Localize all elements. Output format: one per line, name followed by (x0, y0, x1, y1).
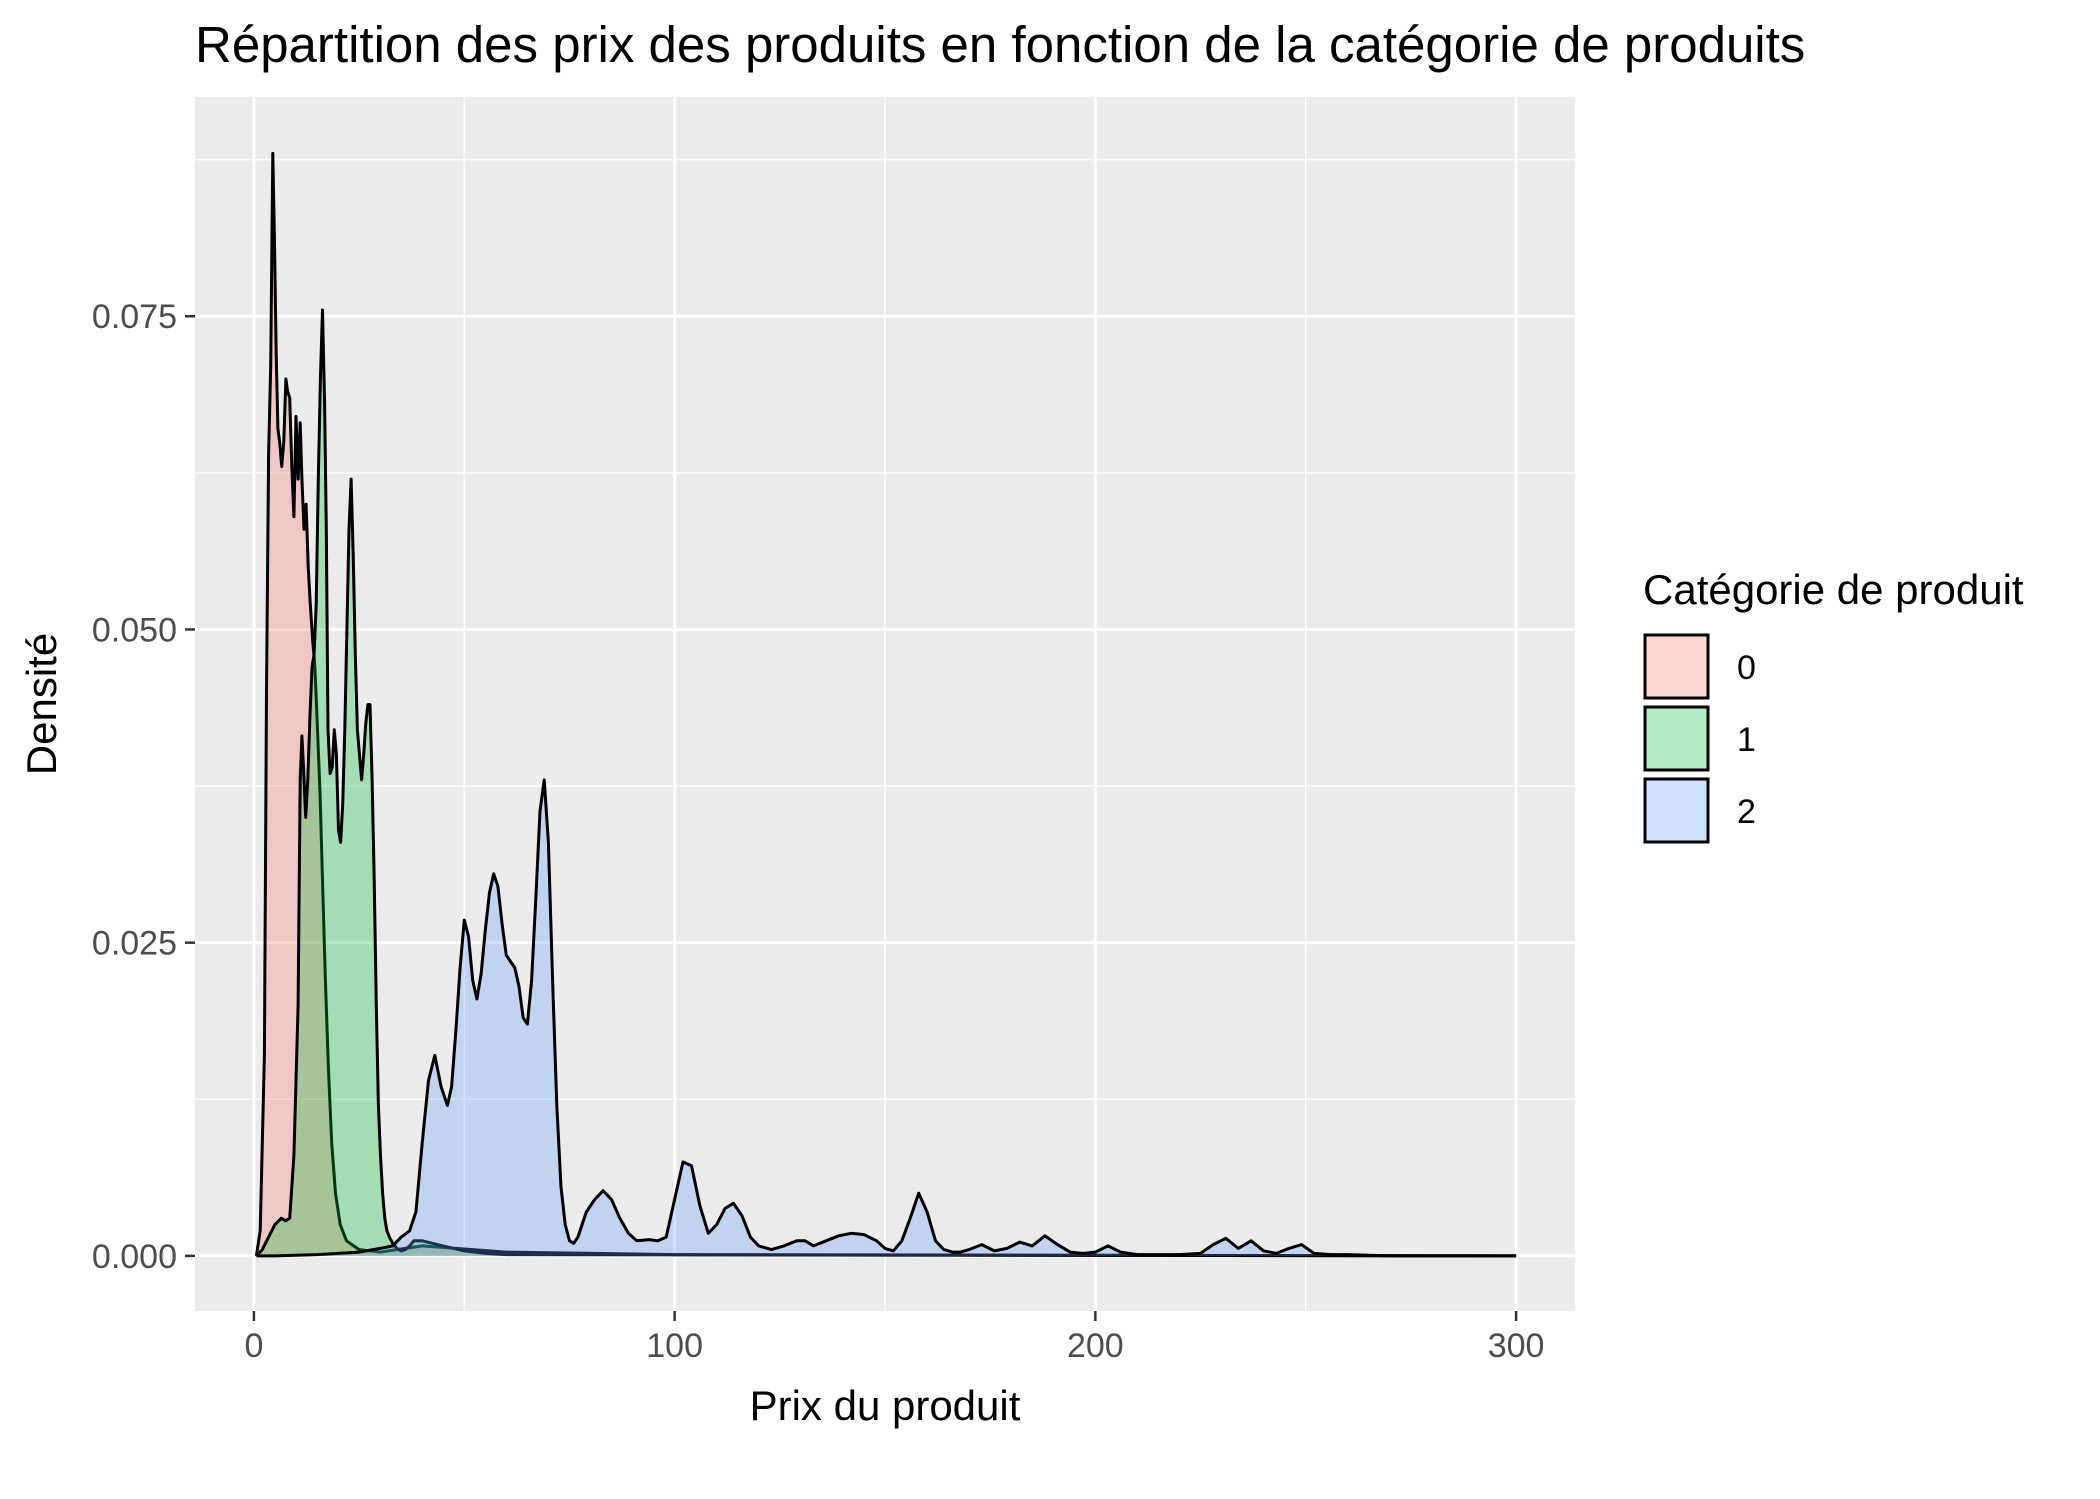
x-tick-label: 0 (244, 1327, 263, 1365)
series-0 (254, 151, 1517, 1258)
legend-keys: 0 1 2 (1643, 633, 1756, 844)
legend-swatch-1 (1643, 705, 1710, 772)
legend-key-bg (1643, 705, 1710, 772)
legend-label-0: 0 (1737, 649, 1756, 687)
legend-key-bg (1643, 777, 1710, 844)
legend-label-1: 1 (1737, 721, 1756, 759)
legend-title: Catégorie de produit (1643, 566, 2024, 613)
y-tick-label: 0.075 (92, 298, 177, 336)
y-axis: 0.000 0.025 0.050 0.075 (92, 298, 195, 1276)
legend: Catégorie de produit 0 1 2 (1643, 566, 2024, 844)
x-tick-label: 200 (1067, 1327, 1124, 1365)
legend-item-2: 2 (1643, 777, 1756, 844)
grid-lines (195, 97, 1575, 1311)
x-tick-label: 300 (1488, 1327, 1545, 1365)
density-line-2 (256, 778, 1517, 1258)
y-tick-label: 0.000 (92, 1238, 177, 1276)
density-line-0 (254, 151, 1517, 1258)
density-area-2 (256, 779, 1517, 1256)
legend-label-2: 2 (1737, 793, 1756, 831)
legend-item-0: 0 (1643, 633, 1756, 700)
density-areas (254, 151, 1517, 1258)
x-axis-title: Prix du produit (750, 1382, 1021, 1429)
legend-key-bg (1643, 633, 1710, 700)
x-tick-label: 100 (646, 1327, 703, 1365)
legend-item-1: 1 (1643, 705, 1756, 772)
y-tick-label: 0.025 (92, 925, 177, 963)
legend-swatch-0 (1643, 633, 1710, 700)
chart-title: Répartition des prix des produits en fon… (195, 16, 1805, 73)
y-tick-label: 0.050 (92, 611, 177, 649)
legend-swatch-2 (1643, 777, 1710, 844)
x-axis: 0 100 200 300 (244, 1311, 1544, 1365)
series-2 (256, 778, 1517, 1258)
y-axis-title: Densité (18, 633, 65, 775)
